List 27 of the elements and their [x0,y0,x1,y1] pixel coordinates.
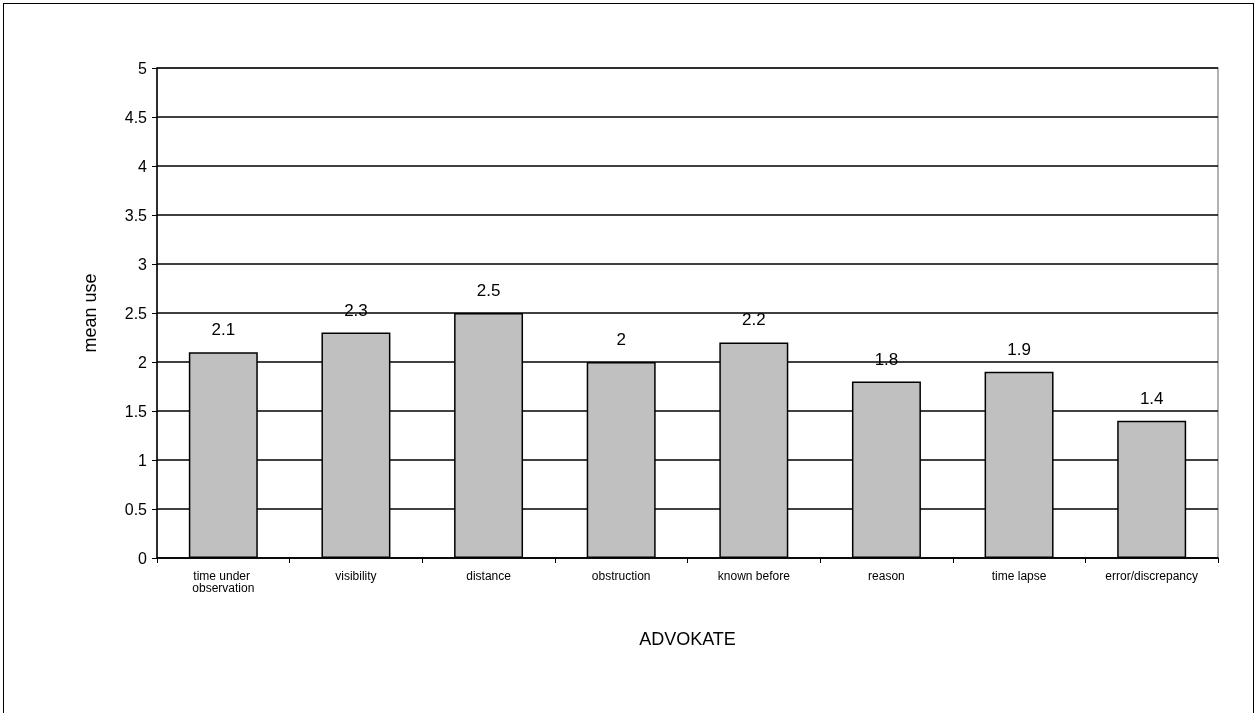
x-tick-label: obstruction [591,569,651,583]
x-tick-label: visibility [335,569,377,583]
y-tick-label: 4.5 [124,108,148,126]
x-tick-label: time under observation [192,569,255,595]
y-axis-title: mean use [80,273,100,353]
y-tick-label: 0 [138,549,148,567]
x-tick-label: reason [868,569,905,583]
data-label: 2.2 [741,310,766,330]
y-tick-label: 2.5 [124,304,148,322]
x-tick-label: distance [466,569,512,583]
y-tick-label: 1.5 [124,402,148,420]
x-tick-label: time lapse [991,569,1047,583]
data-label: 1.4 [1139,388,1164,408]
data-label: 2 [616,330,626,349]
x-axis-title: ADVOKATE [639,629,736,649]
x-tick-label: known before [717,569,791,583]
y-tick-label: 4 [138,157,148,175]
y-tick-label: 3 [138,255,148,273]
y-tick-label: 5 [138,59,148,77]
y-tick-label: 3.5 [124,206,148,224]
data-label: 2.5 [476,281,501,300]
data-label: 2.1 [211,320,236,340]
data-label: 1.9 [1007,339,1031,359]
y-tick-label: 1 [138,451,148,469]
y-tick-label: 0.5 [124,500,148,518]
y-tick-label: 2 [138,353,148,371]
x-tick-label: error/discrepancy [1105,569,1199,583]
